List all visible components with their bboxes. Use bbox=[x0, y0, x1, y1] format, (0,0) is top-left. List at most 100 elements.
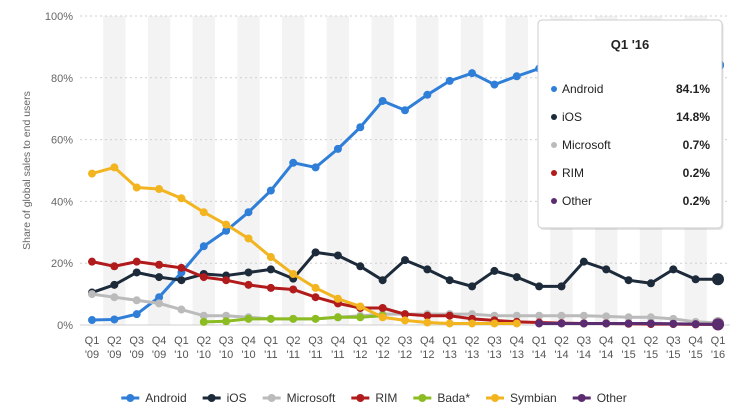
data-point-rim[interactable] bbox=[311, 293, 320, 302]
legend-item-ios[interactable]: iOS bbox=[202, 391, 247, 405]
data-point-symbian[interactable] bbox=[311, 283, 320, 292]
data-point-symbian[interactable] bbox=[445, 319, 454, 328]
data-point-symbian[interactable] bbox=[378, 313, 387, 322]
data-point-microsoft[interactable] bbox=[624, 313, 633, 322]
data-point-android[interactable] bbox=[490, 80, 499, 89]
data-point-ios[interactable] bbox=[177, 276, 186, 285]
data-point-android[interactable] bbox=[445, 76, 454, 85]
data-point-microsoft[interactable] bbox=[535, 311, 544, 320]
data-point-other[interactable] bbox=[669, 319, 678, 328]
data-point-android[interactable] bbox=[199, 242, 208, 251]
data-point-rim[interactable] bbox=[88, 257, 96, 266]
data-point-microsoft[interactable] bbox=[88, 290, 96, 299]
data-point-ios[interactable] bbox=[333, 251, 342, 260]
data-point-symbian[interactable] bbox=[222, 220, 231, 229]
data-point-bada[interactable] bbox=[244, 314, 253, 323]
data-point-android[interactable] bbox=[356, 123, 365, 132]
data-point-symbian[interactable] bbox=[401, 316, 409, 325]
data-point-symbian[interactable] bbox=[333, 294, 342, 303]
data-point-android[interactable] bbox=[244, 208, 253, 217]
data-point-rim[interactable] bbox=[132, 257, 141, 266]
data-point-symbian[interactable] bbox=[155, 185, 164, 194]
data-point-android[interactable] bbox=[401, 106, 409, 115]
data-point-other[interactable] bbox=[579, 319, 588, 328]
data-point-rim[interactable] bbox=[266, 283, 275, 292]
legend-item-microsoft[interactable]: Microsoft bbox=[262, 391, 336, 405]
data-point-ios[interactable] bbox=[624, 276, 633, 285]
data-point-ios[interactable] bbox=[378, 276, 387, 285]
data-point-other[interactable] bbox=[691, 320, 700, 329]
data-point-android[interactable] bbox=[88, 316, 96, 325]
data-point-microsoft[interactable] bbox=[155, 299, 164, 308]
data-point-ios[interactable] bbox=[691, 275, 700, 284]
data-point-ios[interactable] bbox=[401, 256, 409, 265]
data-point-symbian[interactable] bbox=[244, 234, 253, 243]
data-point-android[interactable] bbox=[266, 186, 275, 195]
data-point-ios[interactable] bbox=[646, 279, 655, 288]
data-point-android[interactable] bbox=[222, 226, 231, 235]
data-point-rim[interactable] bbox=[222, 276, 231, 285]
data-point-ios[interactable] bbox=[579, 257, 588, 266]
data-point-rim[interactable] bbox=[244, 280, 253, 289]
legend-item-bada[interactable]: Bada* bbox=[413, 391, 470, 405]
data-point-ios[interactable] bbox=[445, 276, 454, 285]
data-point-symbian[interactable] bbox=[177, 194, 186, 203]
data-point-rim[interactable] bbox=[110, 262, 119, 271]
legend-item-symbian[interactable]: Symbian bbox=[486, 391, 557, 405]
data-point-rim[interactable] bbox=[155, 260, 164, 269]
data-point-android[interactable] bbox=[378, 96, 387, 105]
data-point-rim[interactable] bbox=[378, 304, 387, 313]
legend-item-other[interactable]: Other bbox=[572, 391, 627, 405]
data-point-ios[interactable] bbox=[712, 273, 724, 286]
data-point-other[interactable] bbox=[712, 318, 724, 331]
data-point-ios[interactable] bbox=[356, 262, 365, 271]
data-point-ios[interactable] bbox=[512, 273, 521, 282]
data-point-microsoft[interactable] bbox=[646, 313, 655, 322]
data-point-ios[interactable] bbox=[669, 265, 678, 274]
data-point-android[interactable] bbox=[289, 158, 298, 167]
data-point-microsoft[interactable] bbox=[512, 311, 521, 320]
data-point-ios[interactable] bbox=[468, 282, 477, 291]
data-point-microsoft[interactable] bbox=[557, 311, 566, 320]
data-point-bada[interactable] bbox=[266, 314, 275, 323]
data-point-bada[interactable] bbox=[289, 314, 298, 323]
data-point-ios[interactable] bbox=[110, 280, 119, 289]
data-point-other[interactable] bbox=[557, 319, 566, 328]
data-point-microsoft[interactable] bbox=[177, 305, 186, 314]
data-point-symbian[interactable] bbox=[266, 253, 275, 262]
data-point-bada[interactable] bbox=[356, 313, 365, 322]
data-point-symbian[interactable] bbox=[468, 319, 477, 328]
data-point-ios[interactable] bbox=[557, 282, 566, 291]
data-point-ios[interactable] bbox=[132, 268, 141, 277]
data-point-bada[interactable] bbox=[199, 317, 208, 326]
data-point-ios[interactable] bbox=[266, 265, 275, 274]
data-point-android[interactable] bbox=[132, 310, 141, 319]
data-point-android[interactable] bbox=[311, 163, 320, 172]
data-point-android[interactable] bbox=[155, 293, 164, 302]
data-point-ios[interactable] bbox=[244, 268, 253, 277]
data-point-symbian[interactable] bbox=[356, 302, 365, 311]
data-point-rim[interactable] bbox=[423, 311, 432, 320]
data-point-other[interactable] bbox=[602, 319, 611, 328]
data-point-other[interactable] bbox=[535, 319, 544, 328]
data-point-symbian[interactable] bbox=[490, 319, 499, 328]
data-point-symbian[interactable] bbox=[110, 163, 119, 172]
data-point-microsoft[interactable] bbox=[222, 311, 231, 320]
data-point-ios[interactable] bbox=[490, 266, 499, 275]
data-point-microsoft[interactable] bbox=[110, 293, 119, 302]
data-point-symbian[interactable] bbox=[423, 318, 432, 327]
data-point-other[interactable] bbox=[646, 319, 655, 328]
data-point-ios[interactable] bbox=[602, 265, 611, 274]
data-point-microsoft[interactable] bbox=[602, 312, 611, 321]
data-point-rim[interactable] bbox=[199, 273, 208, 282]
data-point-symbian[interactable] bbox=[199, 208, 208, 217]
data-point-rim[interactable] bbox=[289, 285, 298, 294]
data-point-bada[interactable] bbox=[311, 314, 320, 323]
data-point-microsoft[interactable] bbox=[132, 296, 141, 305]
data-point-android[interactable] bbox=[512, 72, 521, 81]
data-point-ios[interactable] bbox=[155, 273, 164, 282]
data-point-ios[interactable] bbox=[311, 248, 320, 257]
data-point-symbian[interactable] bbox=[88, 169, 96, 178]
data-point-rim[interactable] bbox=[445, 311, 454, 320]
data-point-android[interactable] bbox=[333, 144, 342, 153]
